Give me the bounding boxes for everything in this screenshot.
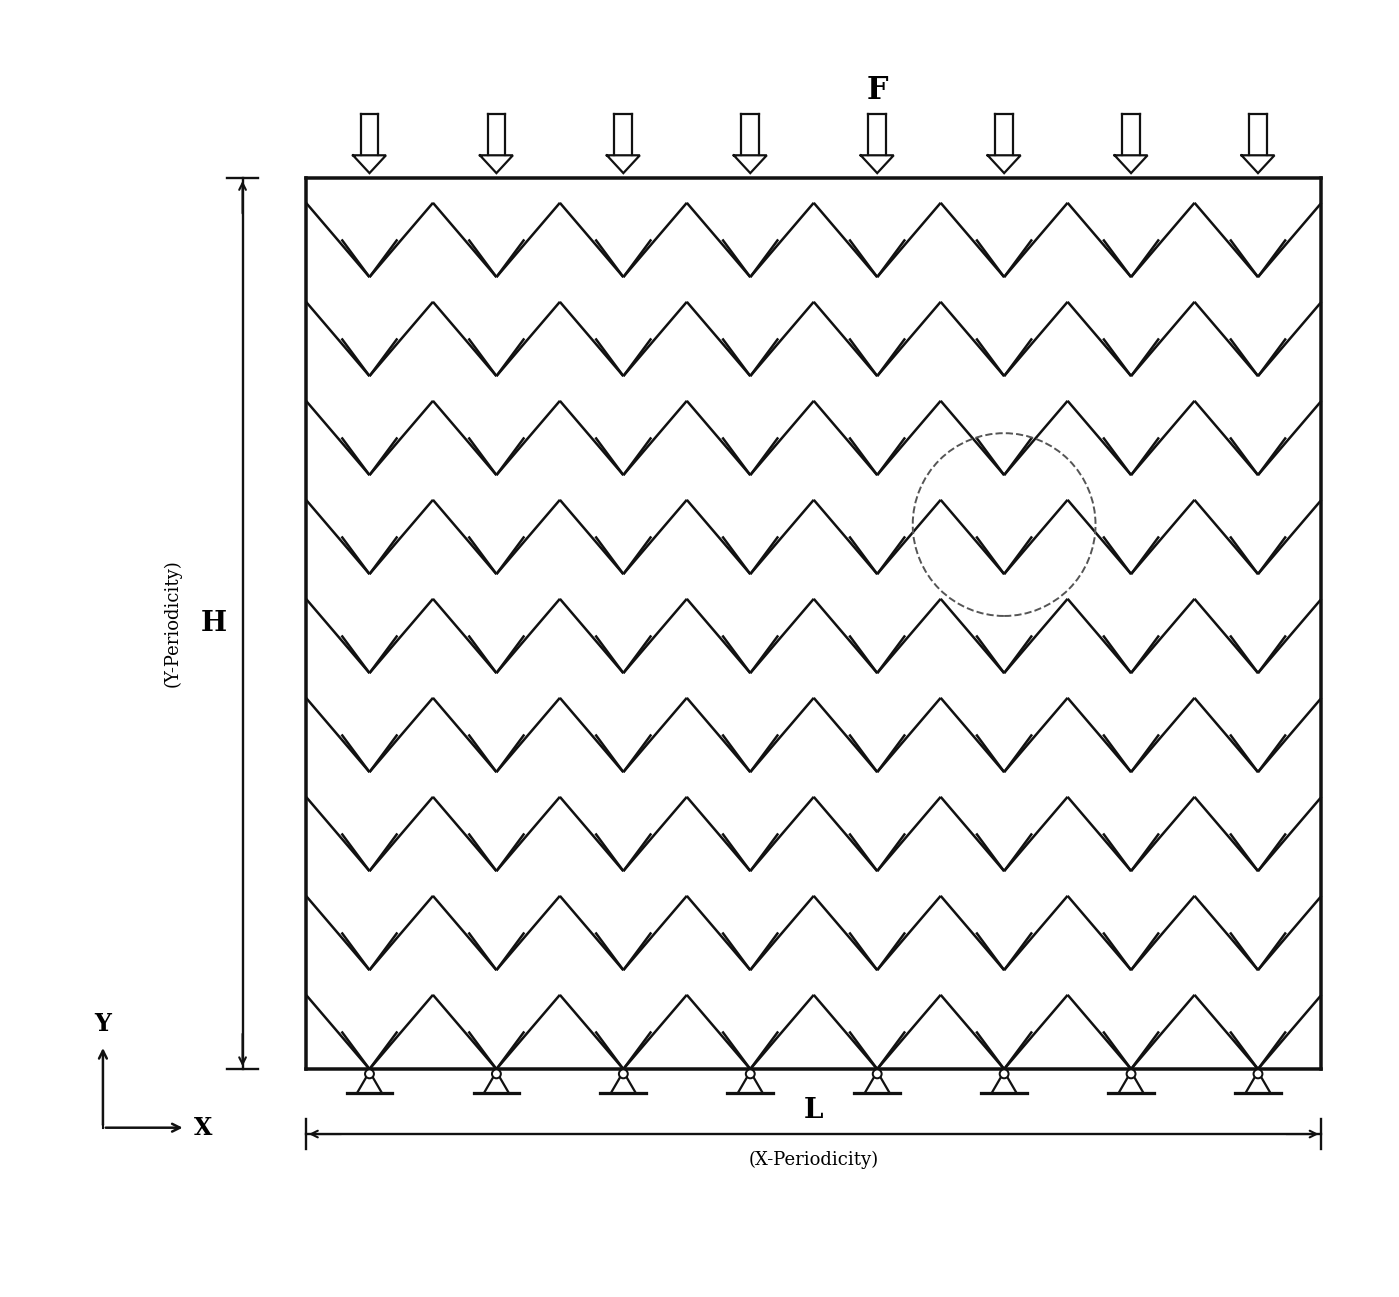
Text: X: X [194, 1115, 213, 1140]
Circle shape [873, 1070, 881, 1078]
Circle shape [1000, 1070, 1009, 1078]
Text: Y: Y [95, 1012, 112, 1036]
Circle shape [746, 1070, 754, 1078]
Circle shape [1126, 1070, 1136, 1078]
Circle shape [1254, 1070, 1262, 1078]
Text: H: H [201, 610, 227, 637]
Circle shape [618, 1070, 628, 1078]
Circle shape [492, 1070, 501, 1078]
Text: (X-Periodicity): (X-Periodicity) [748, 1150, 879, 1169]
Text: (Y-Periodicity): (Y-Periodicity) [164, 560, 182, 687]
Text: F: F [866, 75, 888, 106]
Circle shape [365, 1070, 374, 1078]
Text: L: L [804, 1097, 824, 1124]
